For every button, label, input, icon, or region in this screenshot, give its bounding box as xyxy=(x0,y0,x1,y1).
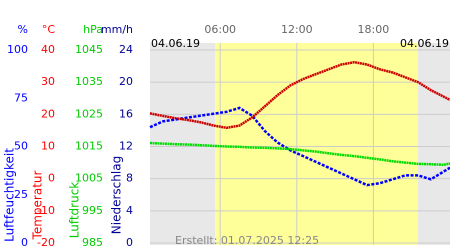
series-line xyxy=(149,60,450,130)
x-tick-label: 06:00 xyxy=(204,23,236,36)
y-tick-label: 24 xyxy=(119,43,133,56)
axis-title: Niederschlag xyxy=(110,156,124,234)
y-tick-label: 40 xyxy=(41,43,55,56)
y-tick-label: 985 xyxy=(82,236,103,249)
y-tick-label: 995 xyxy=(82,204,103,217)
y-tick-label: 0 xyxy=(48,172,55,185)
date-left: 04.06.19 xyxy=(151,37,200,50)
y-tick-label: 1015 xyxy=(75,140,103,153)
y-tick-label: 20 xyxy=(41,107,55,120)
y-tick-label: 10 xyxy=(41,140,55,153)
y-tick-label: 20 xyxy=(119,75,133,88)
daylight-band xyxy=(215,43,418,245)
axis-unit: mm/h xyxy=(101,23,133,36)
y-tick-label: -20 xyxy=(37,236,55,249)
y-tick-label: 8 xyxy=(126,172,133,185)
y-tick-label: 100 xyxy=(7,43,28,56)
y-tick-label: 12 xyxy=(119,140,133,153)
y-tick-label: 16 xyxy=(119,107,133,120)
y-tick-label: 1035 xyxy=(75,75,103,88)
axis-title: Luftfeuchtigkeit xyxy=(3,148,17,242)
series-line xyxy=(149,141,450,167)
y-tick-label: 1045 xyxy=(75,43,103,56)
date-right: 04.06.19 xyxy=(400,37,449,50)
y-tick-label: 1005 xyxy=(75,172,103,185)
axis-unit: °C xyxy=(42,23,56,36)
created-note: Erstellt: 01.07.2025 12:25 xyxy=(175,234,319,247)
axis-unit: hPa xyxy=(83,23,103,36)
y-tick-label: 75 xyxy=(14,91,28,104)
y-tick-label: -10 xyxy=(37,204,55,217)
y-tick-label: 4 xyxy=(126,204,133,217)
y-tick-label: 1025 xyxy=(75,107,103,120)
y-tick-label: 0 xyxy=(126,236,133,249)
x-tick-label: 18:00 xyxy=(358,23,390,36)
y-tick-label: 50 xyxy=(14,140,28,153)
axis-unit: % xyxy=(18,23,28,36)
y-tick-label: 30 xyxy=(41,75,55,88)
axis-title: Luftdruck xyxy=(68,182,82,239)
y-tick-label: 25 xyxy=(14,188,28,201)
x-tick-label: 12:00 xyxy=(281,23,313,36)
axis-title: Temperatur xyxy=(31,170,45,240)
series-line xyxy=(149,106,450,187)
y-tick-label: 0 xyxy=(21,236,28,249)
